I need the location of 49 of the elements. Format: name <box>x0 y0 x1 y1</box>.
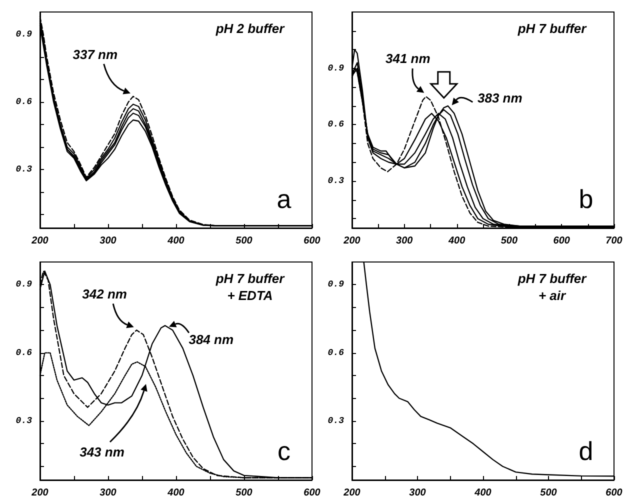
x-tick-label: 500 <box>236 488 253 498</box>
y-tick-label: 0.3 <box>328 416 345 426</box>
annotation: 384 nm <box>188 332 234 348</box>
x-tick-label: 500 <box>236 236 253 246</box>
y-tick-label: 0.9 <box>16 30 33 40</box>
x-tick-label: 600 <box>304 236 321 246</box>
text: + EDTA <box>227 288 273 303</box>
x-tick-label: 300 <box>100 488 117 498</box>
y-tick-label: 0.9 <box>16 280 33 290</box>
text: pH 7 buffer <box>516 21 588 36</box>
y-tick-label: 0.9 <box>328 63 345 74</box>
annotation: 337 nm <box>72 46 118 62</box>
x-tick-label: 400 <box>166 236 185 246</box>
annotation: 341 nm <box>385 51 431 66</box>
x-tick-label: 400 <box>447 236 466 246</box>
x-tick-label: 300 <box>396 236 414 246</box>
x-tick-label: 700 <box>606 236 623 246</box>
annotation: d <box>578 436 594 466</box>
x-tick-label: 300 <box>100 236 117 246</box>
y-tick-label: 0.6 <box>328 348 345 358</box>
x-tick-label: 600 <box>553 236 570 246</box>
x-tick-label: 200 <box>342 488 361 498</box>
x-tick-label: 600 <box>606 488 623 498</box>
annotation: a <box>276 184 292 214</box>
y-tick-label: 0.3 <box>16 416 33 426</box>
x-tick-label: 400 <box>474 488 492 498</box>
x-tick-label: 500 <box>500 236 518 246</box>
y-tick-label: 0.9 <box>328 280 345 290</box>
x-tick-label: 200 <box>30 236 49 246</box>
annotation: b <box>578 184 594 214</box>
x-tick-label: 200 <box>30 488 49 498</box>
annotation: 342 nm <box>82 286 128 302</box>
x-tick-label: 500 <box>540 488 558 498</box>
x-tick-label: 600 <box>304 488 321 498</box>
text: pH 7 buffer <box>516 271 588 286</box>
annotation: 383 nm <box>477 90 523 106</box>
text: + air <box>538 288 566 303</box>
x-tick-label: 400 <box>166 488 185 498</box>
x-tick-label: 300 <box>409 488 426 498</box>
text: pH 2 buffer <box>214 21 286 36</box>
y-tick-label: 0.6 <box>16 97 33 107</box>
y-tick-label: 0.6 <box>328 120 345 130</box>
x-tick-label: 200 <box>342 236 361 246</box>
annotation: 343 nm <box>80 444 125 460</box>
annotation: c <box>278 436 290 466</box>
y-tick-label: 0.3 <box>16 164 33 174</box>
y-tick-label: 0.6 <box>16 348 33 358</box>
text: pH 7 buffer <box>214 271 286 286</box>
y-tick-label: 0.3 <box>328 176 345 186</box>
